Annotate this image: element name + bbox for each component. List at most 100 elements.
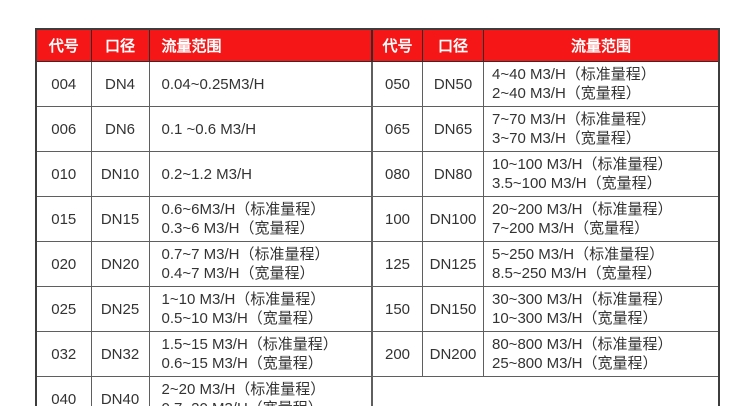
- flow-range-line: 0.1 ~0.6 M3/H: [161, 120, 257, 138]
- flow-range-cell: 0.2~1.2 M3/H: [148, 151, 372, 197]
- code-cell: 050: [372, 61, 423, 107]
- diameter-cell: DN6: [90, 106, 150, 152]
- flow-range-line: 0.2~1.2 M3/H: [161, 165, 252, 183]
- flow-range-line: 3~70 M3/H（宽量程）: [492, 130, 641, 147]
- flow-range-cell: 30~300 M3/H（标准量程） 10~300 M3/H（宽量程）: [483, 286, 720, 332]
- code-cell: 006: [35, 106, 92, 152]
- flow-range-line: 7~70 M3/H（标准量程）: [492, 111, 656, 128]
- table-row: 020 DN20 0.7~7 M3/H（标准量程） 0.4~7 M3/H（宽量程…: [35, 241, 372, 287]
- header-code: 代号: [372, 28, 423, 62]
- flow-range-cell: 0.7~7 M3/H（标准量程） 0.4~7 M3/H（宽量程）: [148, 241, 372, 287]
- table-row: 125 DN125 5~250 M3/H（标准量程） 8.5~250 M3/H（…: [372, 241, 720, 287]
- flow-range-cell: 7~70 M3/H（标准量程） 3~70 M3/H（宽量程）: [483, 106, 720, 152]
- code-cell: 065: [372, 106, 423, 152]
- diameter-cell: DN125: [422, 241, 484, 287]
- flow-range-cell: 10~100 M3/H（标准量程） 3.5~100 M3/H（宽量程）: [483, 151, 720, 197]
- code-cell: 100: [372, 196, 423, 242]
- diameter-cell: DN10: [90, 151, 150, 197]
- diameter-cell: DN65: [422, 106, 484, 152]
- code-cell: 025: [35, 286, 92, 332]
- code-cell: 015: [35, 196, 92, 242]
- code-cell: 020: [35, 241, 92, 287]
- table-row: 025 DN25 1~10 M3/H（标准量程） 0.5~10 M3/H（宽量程…: [35, 286, 372, 332]
- empty-cell: [372, 376, 720, 406]
- flow-range-line: 0.6~6M3/H（标准量程）: [161, 201, 326, 218]
- flow-range-line: 1~10 M3/H（标准量程）: [161, 291, 326, 308]
- table-row: 065 DN65 7~70 M3/H（标准量程） 3~70 M3/H（宽量程）: [372, 106, 720, 152]
- flow-range-line: 30~300 M3/H（标准量程）: [492, 291, 673, 308]
- table-row: 004 DN4 0.04~0.25M3/H: [35, 61, 372, 107]
- diameter-cell: DN15: [90, 196, 150, 242]
- flow-range-cell: 0.04~0.25M3/H: [148, 61, 372, 107]
- code-cell: 125: [372, 241, 423, 287]
- empty-row: [372, 376, 720, 406]
- flow-range-cell: 80~800 M3/H（标准量程） 25~800 M3/H（宽量程）: [483, 331, 720, 377]
- flow-range-line: 20~200 M3/H（标准量程）: [492, 201, 673, 218]
- flow-range-cell: 0.6~6M3/H（标准量程） 0.3~6 M3/H（宽量程）: [148, 196, 372, 242]
- diameter-cell: DN80: [422, 151, 484, 197]
- header-diameter: 口径: [90, 28, 150, 62]
- flow-range-line: 10~100 M3/H（标准量程）: [492, 156, 673, 173]
- code-cell: 032: [35, 331, 92, 377]
- flow-range-table-large-diameters: 代号 口径 流量范围 050 DN50 4~40 M3/H（标准量程） 2~40…: [372, 28, 720, 406]
- table-row: 006 DN6 0.1 ~0.6 M3/H: [35, 106, 372, 152]
- flow-range-line: 10~300 M3/H（宽量程）: [492, 310, 658, 327]
- header-diameter: 口径: [422, 28, 484, 62]
- flow-range-line: 0.6~15 M3/H（宽量程）: [161, 355, 323, 372]
- diameter-cell: DN20: [90, 241, 150, 287]
- flow-range-line: 4~40 M3/H（标准量程）: [492, 66, 656, 83]
- flow-range-cell: 5~250 M3/H（标准量程） 8.5~250 M3/H（宽量程）: [483, 241, 720, 287]
- diameter-cell: DN25: [90, 286, 150, 332]
- flow-range-cell: 20~200 M3/H（标准量程） 7~200 M3/H（宽量程）: [483, 196, 720, 242]
- flow-range-line: 2~40 M3/H（宽量程）: [492, 85, 641, 102]
- flow-range-table-small-diameters: 代号 口径 流量范围 004 DN4 0.04~0.25M3/H 006 DN6: [35, 28, 372, 406]
- code-cell: 080: [372, 151, 423, 197]
- flow-range-line: 8.5~250 M3/H（宽量程）: [492, 265, 662, 282]
- table-row: 032 DN32 1.5~15 M3/H（标准量程） 0.6~15 M3/H（宽…: [35, 331, 372, 377]
- diameter-cell: DN200: [422, 331, 484, 377]
- flow-range-line: 0.3~6 M3/H（宽量程）: [161, 220, 315, 237]
- flow-range-line: 0.04~0.25M3/H: [161, 75, 265, 93]
- diameter-cell: DN32: [90, 331, 150, 377]
- diameter-cell: DN150: [422, 286, 484, 332]
- table-row: 015 DN15 0.6~6M3/H（标准量程） 0.3~6 M3/H（宽量程）: [35, 196, 372, 242]
- table-row: 010 DN10 0.2~1.2 M3/H: [35, 151, 372, 197]
- diameter-cell: DN100: [422, 196, 484, 242]
- flow-range-line: 2~20 M3/H（标准量程）: [161, 381, 326, 398]
- table-row: 040 DN40 2~20 M3/H（标准量程） 0.7~20 M3/H（宽量程…: [35, 376, 372, 406]
- flow-range-line: 0.4~7 M3/H（宽量程）: [161, 265, 315, 282]
- flow-range-line: 0.5~10 M3/H（宽量程）: [161, 310, 323, 327]
- header-flow-range: 流量范围: [483, 28, 720, 62]
- flow-range-cell: 1~10 M3/H（标准量程） 0.5~10 M3/H（宽量程）: [148, 286, 372, 332]
- flow-range-line: 25~800 M3/H（宽量程）: [492, 355, 658, 372]
- flow-range-cell: 1.5~15 M3/H（标准量程） 0.6~15 M3/H（宽量程）: [148, 331, 372, 377]
- table-row: 050 DN50 4~40 M3/H（标准量程） 2~40 M3/H（宽量程）: [372, 61, 720, 107]
- table-row: 100 DN100 20~200 M3/H（标准量程） 7~200 M3/H（宽…: [372, 196, 720, 242]
- flow-range-line: 0.7~20 M3/H（宽量程）: [162, 399, 368, 406]
- flow-range-line: 1.5~15 M3/H（标准量程）: [161, 336, 338, 353]
- flow-range-cell: 2~20 M3/H（标准量程） 0.7~20 M3/H（宽量程）: [148, 376, 372, 406]
- code-cell: 200: [372, 331, 423, 377]
- table-row: 150 DN150 30~300 M3/H（标准量程） 10~300 M3/H（…: [372, 286, 720, 332]
- flow-range-line: 5~250 M3/H（标准量程）: [492, 246, 665, 263]
- code-cell: 150: [372, 286, 423, 332]
- flow-range-cell: 0.1 ~0.6 M3/H: [148, 106, 372, 152]
- diameter-cell: DN40: [90, 376, 150, 406]
- diameter-cell: DN50: [422, 61, 484, 107]
- header-flow-range: 流量范围: [148, 28, 372, 62]
- flow-range-line: 80~800 M3/H（标准量程）: [492, 336, 673, 353]
- code-cell: 004: [35, 61, 92, 107]
- flow-range-line: 0.7~7 M3/H（标准量程）: [161, 246, 330, 263]
- table-row: 200 DN200 80~800 M3/H（标准量程） 25~800 M3/H（…: [372, 331, 720, 377]
- flow-range-cell: 4~40 M3/H（标准量程） 2~40 M3/H（宽量程）: [483, 61, 720, 107]
- diameter-cell: DN4: [90, 61, 150, 107]
- header-row: 代号 口径 流量范围: [372, 28, 720, 62]
- flow-range-line: 3.5~100 M3/H（宽量程）: [492, 175, 662, 192]
- flow-range-line: 7~200 M3/H（宽量程）: [492, 220, 650, 237]
- code-cell: 010: [35, 151, 92, 197]
- code-cell: 040: [35, 376, 92, 406]
- header-row: 代号 口径 流量范围: [35, 28, 372, 62]
- flow-range-tables: 代号 口径 流量范围 004 DN4 0.04~0.25M3/H 006 DN6: [35, 28, 720, 406]
- table-row: 080 DN80 10~100 M3/H（标准量程） 3.5~100 M3/H（…: [372, 151, 720, 197]
